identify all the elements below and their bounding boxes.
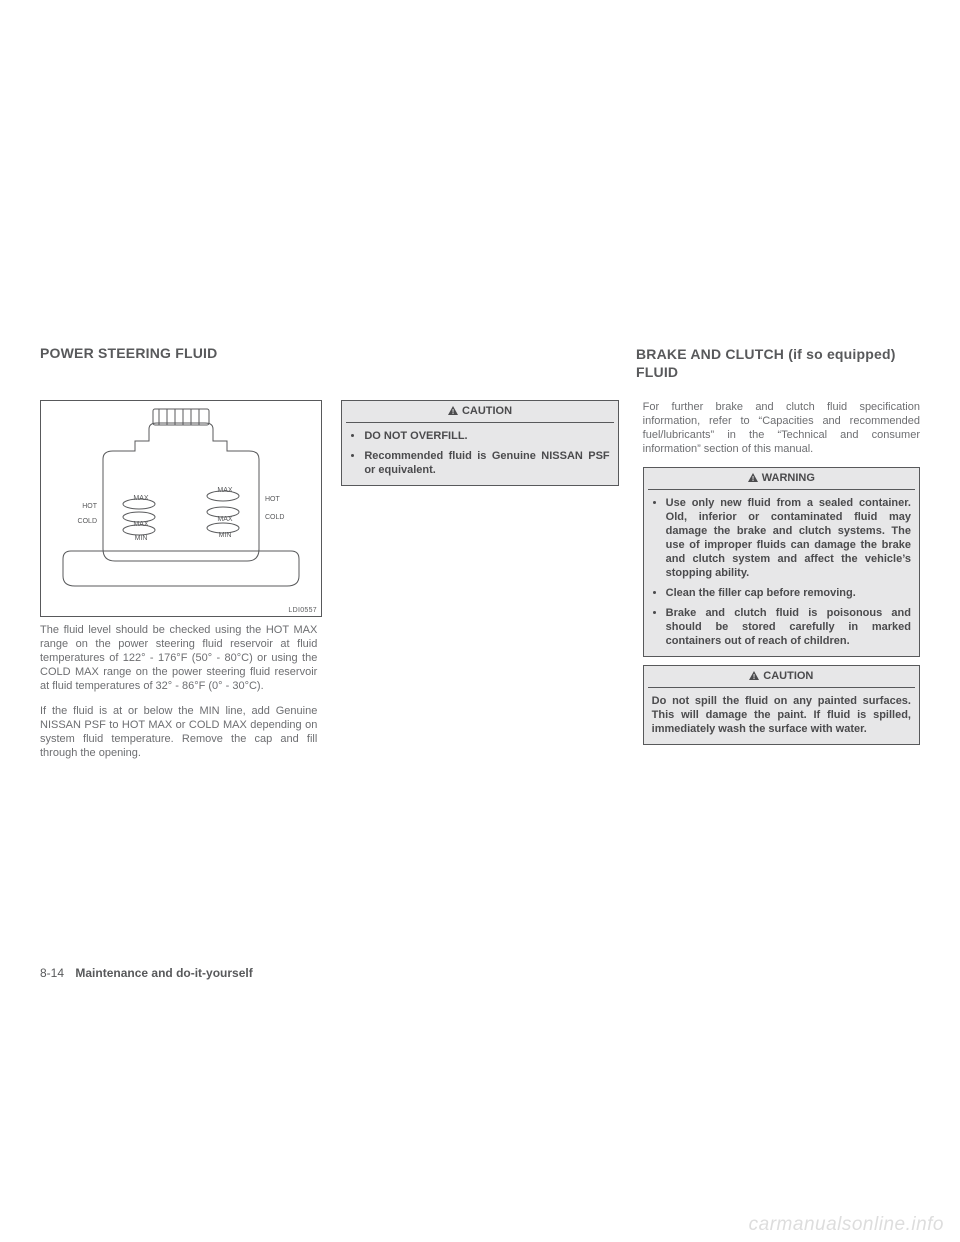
- warning-1-title-text: WARNING: [762, 472, 815, 484]
- warning-box-1: ! WARNING Use only new fluid from a seal…: [643, 467, 920, 657]
- manual-page: POWER STEERING FLUID BRAKE AND CLUTCH (i…: [0, 0, 960, 1242]
- ps-fluid-para1: The fluid level should be checked using …: [40, 623, 317, 693]
- brake-intro: For further brake and clutch fluid speci…: [643, 400, 920, 456]
- svg-text:!: !: [752, 476, 754, 482]
- svg-text:!: !: [452, 409, 454, 415]
- ps-fluid-para2: If the fluid is at or below the MIN line…: [40, 704, 317, 760]
- label-max-right-upper: MAX: [217, 487, 233, 494]
- warning-icon: !: [748, 473, 758, 485]
- label-min-right: MIN: [219, 532, 232, 539]
- diagram-code: LDI0557: [288, 607, 317, 614]
- caution-2-title: ! CAUTION: [648, 670, 915, 688]
- warning-1-item-1: Clean the filler cap before removing.: [666, 586, 911, 600]
- caution-box-2: ! CAUTION Do not spill the fluid on any …: [643, 665, 920, 745]
- warning-icon: !: [749, 671, 759, 683]
- column-1: HOT COLD MAX MAX MIN HOT COLD MAX MAX MI…: [40, 340, 317, 771]
- caution-1-list: DO NOT OVERFILL. Recommended fluid is Ge…: [350, 429, 609, 477]
- label-min-left: MIN: [135, 535, 148, 542]
- section-name: Maintenance and do-it-yourself: [75, 966, 252, 980]
- caution-2-para: Do not spill the fluid on any painted su…: [652, 694, 911, 736]
- reservoir-svg: HOT COLD MAX MAX MIN HOT COLD MAX MAX MI…: [41, 401, 321, 616]
- label-max-left-upper: MAX: [133, 495, 149, 502]
- warning-1-item-0: Use only new fluid from a sealed con­tai…: [666, 496, 911, 580]
- label-cold-left: COLD: [78, 518, 97, 525]
- svg-text:!: !: [753, 674, 755, 680]
- caution-1-title-text: CAUTION: [462, 405, 512, 417]
- reservoir-diagram: HOT COLD MAX MAX MIN HOT COLD MAX MAX MI…: [40, 400, 322, 617]
- three-column-layout: HOT COLD MAX MAX MIN HOT COLD MAX MAX MI…: [40, 340, 920, 771]
- caution-box-1: ! CAUTION DO NOT OVERFILL. Recommended f…: [341, 400, 618, 486]
- warning-1-item-2: Brake and clutch fluid is poisonous and …: [666, 606, 911, 648]
- label-cold-right: COLD: [265, 514, 284, 521]
- label-hot-right: HOT: [265, 496, 281, 503]
- warning-icon: !: [448, 406, 458, 418]
- label-max-right-lower: MAX: [217, 516, 233, 523]
- column-3: For further brake and clutch fluid speci…: [643, 340, 920, 771]
- label-max-left-lower: MAX: [133, 521, 149, 528]
- page-number: 8-14: [40, 966, 64, 980]
- caution-2-title-text: CAUTION: [763, 670, 813, 682]
- column-2: ! CAUTION DO NOT OVERFILL. Recommended f…: [341, 340, 618, 771]
- caution-1-title: ! CAUTION: [346, 405, 613, 423]
- warning-1-title: ! WARNING: [648, 472, 915, 490]
- caution-1-item-0: DO NOT OVERFILL.: [364, 429, 609, 443]
- page-footer: 8-14 Maintenance and do-it-yourself: [40, 966, 253, 980]
- watermark: carmanualsonline.info: [749, 1214, 944, 1236]
- label-hot-left: HOT: [82, 503, 98, 510]
- caution-1-item-1: Recommended fluid is Genuine NISSAN PSF …: [364, 449, 609, 477]
- warning-1-list: Use only new fluid from a sealed con­tai…: [652, 496, 911, 648]
